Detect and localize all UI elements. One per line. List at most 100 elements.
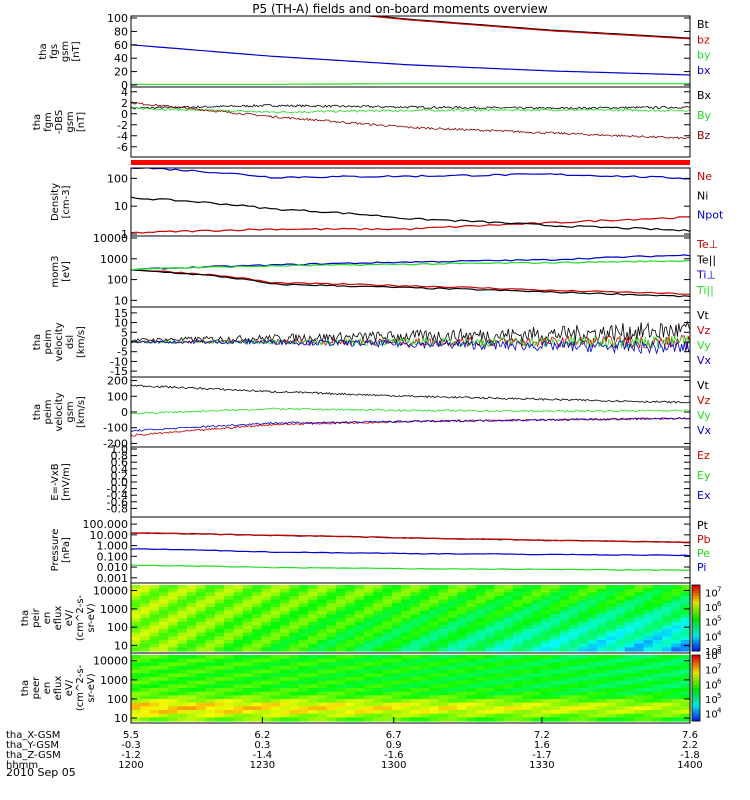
spectrogram-cell [261,643,272,648]
spectrogram-cell [485,632,495,637]
spectrogram-cell [401,658,412,663]
spectrogram-cell [550,647,561,652]
spectrogram-cell [186,640,197,645]
spectrogram-cell [671,655,682,660]
spectrogram-cell [382,677,393,682]
spectrogram-cell [522,699,533,704]
spectrogram-cell [158,625,169,630]
spectrogram-cell [606,625,617,630]
y-tick-label: 0 [121,79,128,92]
spectrogram-cell [205,713,216,718]
spectrogram-cell [401,677,412,682]
spectrogram-cell [280,680,290,685]
spectrogram-cell [335,666,346,671]
spectrogram-cell [634,655,645,660]
spectrogram-cell [578,632,589,637]
spectrogram-cell [419,717,430,722]
spectrogram-cell [662,688,672,693]
spectrogram-cell [233,658,244,663]
spectrogram-cell [485,636,495,641]
spectrogram-cell [382,713,393,718]
spectrogram-cell [512,713,523,718]
spectrogram-cell [168,610,179,615]
y-tick-label: 10.000 [90,529,129,542]
spectrogram-cell [326,673,337,678]
spectrogram-cell [335,717,346,722]
spectrogram-cell [503,655,514,660]
spectrogram-cell [457,666,467,671]
spectrogram-cell [317,699,328,704]
spectrogram-cell [503,643,514,648]
spectrogram-cell [522,717,533,722]
spectrogram-cell [140,636,151,641]
spectrogram-cell [168,599,179,604]
spectrogram-cell [401,599,412,604]
spectrogram-cell [410,662,421,667]
spectrogram-cell [335,669,346,674]
spectrogram-cell [624,599,635,604]
spectrogram-cell [233,669,244,674]
spectrogram-cell [512,706,523,711]
spectrogram-cell [587,666,598,671]
spectrogram-cell [373,658,384,663]
spectrogram-cell [643,599,654,604]
spectrogram-cell [531,625,542,630]
spectrogram-cell [485,688,495,693]
spectrogram-cell [606,592,617,597]
spectrogram-cell [252,596,263,601]
spectrogram-cell [494,706,505,711]
spectrogram-cell [158,699,169,704]
spectrogram-cell [131,673,141,678]
colorbar-segment [692,601,700,605]
spectrogram-cell [587,684,598,689]
footer-value: 7.2 [534,730,550,741]
spectrogram-cell [475,599,486,604]
spectrogram-cell [568,643,579,648]
spectrogram-cell [205,666,216,671]
spectrogram-cell [335,691,346,696]
spectrogram-cell [158,662,169,667]
spectrogram-cell [261,706,272,711]
spectrogram-cell [242,699,253,704]
spectrogram-cell [270,596,281,601]
spectrogram-cell [494,691,505,696]
spectrogram-cell [596,669,607,674]
y-axis-label-line: gsm [60,41,71,62]
spectrogram-cell [429,610,440,615]
spectrogram-cell [438,710,449,715]
spectrogram-cell [438,625,449,630]
spectrogram-cell [345,684,356,689]
spectrogram-cell [214,621,225,626]
spectrogram-cell [131,688,141,693]
spectrogram-cell [559,610,570,615]
spectrogram-cell [503,607,514,612]
spectrogram-cell [606,607,617,612]
spectrogram-cell [289,599,300,604]
spectrogram-cell [568,662,579,667]
spectrogram-cell [466,658,477,663]
spectrogram-cell [345,658,356,663]
spectrogram-cell [177,688,188,693]
spectrogram-cell [270,699,281,704]
spectrogram-cell [578,629,589,634]
spectrogram-cell [391,625,402,630]
spectrogram-cell [512,710,523,715]
spectrogram-cell [363,658,374,663]
spectrogram-cell [624,647,635,652]
spectrogram-cell [224,614,235,619]
spectrogram-cell [522,655,533,660]
spectrogram-cell [512,632,523,637]
colorbar-segment [692,685,700,689]
spectrogram-cell [270,706,281,711]
spectrogram-cell [168,640,179,645]
spectrogram-cell [242,688,253,693]
spectrogram-cell [680,629,691,634]
y-axis-label-line: velocity [54,322,65,361]
spectrogram-cell [429,607,440,612]
spectrogram-cell [280,713,290,718]
spectrogram-cell [261,713,272,718]
spectrogram-cell [578,655,589,660]
spectrogram-cell [196,599,207,604]
spectrogram-cell [149,684,160,689]
spectrogram-cell [494,669,505,674]
